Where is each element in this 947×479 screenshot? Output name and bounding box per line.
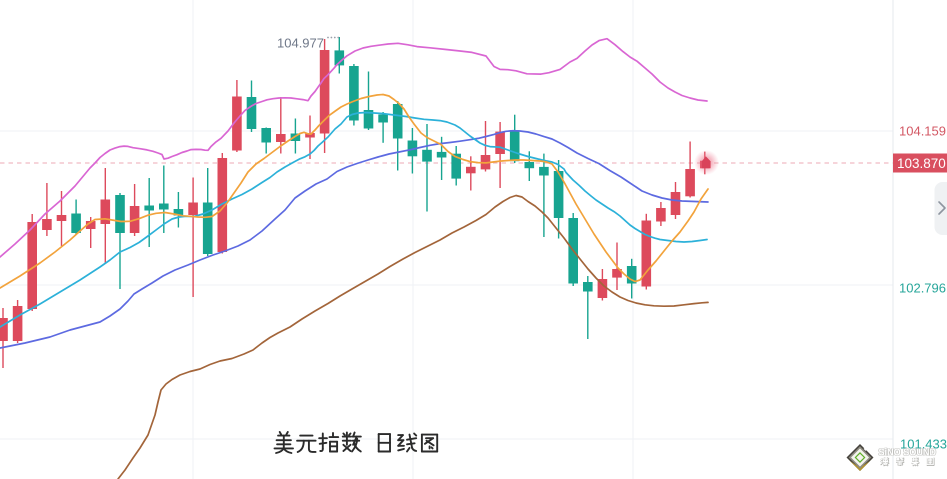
svg-text:SiNO SOUND: SiNO SOUND	[878, 448, 936, 459]
svg-text:SiNO SOUND: SiNO SOUND	[879, 448, 937, 459]
svg-text:104.159: 104.159	[899, 124, 946, 139]
svg-text:SiNO SOUND: SiNO SOUND	[879, 448, 937, 459]
svg-text:104.977: 104.977	[277, 36, 324, 51]
svg-text:SiNO SOUND: SiNO SOUND	[878, 447, 936, 458]
svg-text:102.796: 102.796	[899, 281, 946, 296]
svg-text:101.433: 101.433	[900, 437, 947, 452]
svg-text:SiNO SOUND: SiNO SOUND	[879, 447, 937, 458]
svg-text:103.870: 103.870	[897, 156, 946, 171]
